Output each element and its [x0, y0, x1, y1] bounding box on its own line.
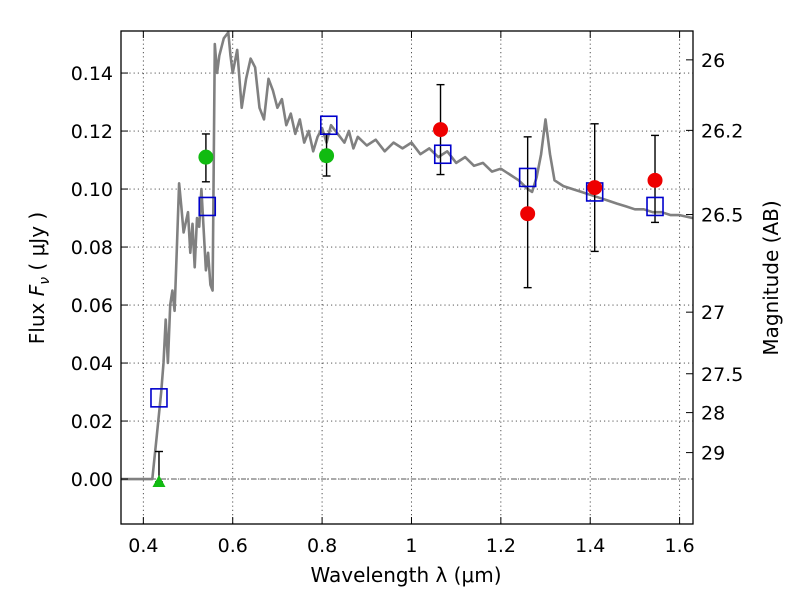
right-axis-title: Magnitude (AB) [759, 200, 783, 355]
grid [121, 31, 693, 524]
non-detection-triangle [152, 474, 166, 487]
x-tick-label: 0.4 [128, 535, 158, 557]
nir-point [587, 180, 603, 196]
model-point-square [518, 167, 537, 188]
x-tick-label: 0.8 [307, 535, 337, 557]
x-tick-label: 1.2 [486, 535, 516, 557]
x-tick-label: 1.4 [575, 535, 605, 557]
model-point-square [433, 144, 452, 165]
x-axis-title: Wavelength λ (μm) [310, 563, 501, 587]
nir-point [520, 206, 536, 222]
optical-point [319, 148, 335, 164]
nir-point [647, 172, 663, 188]
y-tick-label: 0.06 [71, 295, 113, 317]
x-tick-label: 1.6 [664, 535, 694, 557]
tick-labels: 0.4 0.6 0.8 1 1.2 1.4 1.6 0.00 0.02 0.04 0.06 0.08 0… [71, 50, 744, 557]
model-point-square [646, 196, 664, 217]
markers [150, 115, 664, 487]
mag-tick-label: 28 [701, 403, 725, 425]
axis-ticks [121, 31, 693, 524]
plot-frame [120, 30, 694, 525]
model-spectrum [121, 31, 694, 481]
model-point-square [198, 196, 217, 217]
mag-tick-label: 26 [701, 50, 725, 72]
y-axis-title-subscript: ν [37, 277, 53, 285]
x-tick-label: 0.6 [218, 535, 248, 557]
mag-tick-label: 26.5 [701, 205, 743, 227]
y-tick-label: 0.04 [71, 353, 113, 375]
y-tick-label: 0.08 [71, 237, 113, 259]
mag-tick-label: 27.5 [701, 364, 743, 386]
y-tick-label: 0.10 [71, 179, 113, 201]
mag-tick-label: 29 [701, 443, 725, 465]
mag-tick-label: 26.2 [701, 120, 743, 142]
model-point-square [319, 115, 338, 136]
y-tick-label: 0.00 [71, 469, 113, 491]
y-tick-label: 0.14 [71, 63, 113, 85]
optical-point [198, 149, 214, 165]
y-axis-title: Flux Fν ( μJy ) [25, 212, 53, 344]
mag-tick-label: 27 [701, 302, 725, 324]
model-point-square [150, 388, 168, 408]
spectrum-line [121, 31, 694, 481]
y-axis-title-text: Flux [25, 296, 49, 344]
y-tick-label: 0.02 [71, 411, 113, 433]
y-axis-title-symbol: F [25, 284, 49, 296]
x-tick-label: 1 [405, 535, 417, 557]
nir-point [433, 122, 449, 138]
y-tick-label: 0.12 [71, 121, 113, 143]
y-axis-title-units: ( μJy ) [25, 212, 49, 277]
